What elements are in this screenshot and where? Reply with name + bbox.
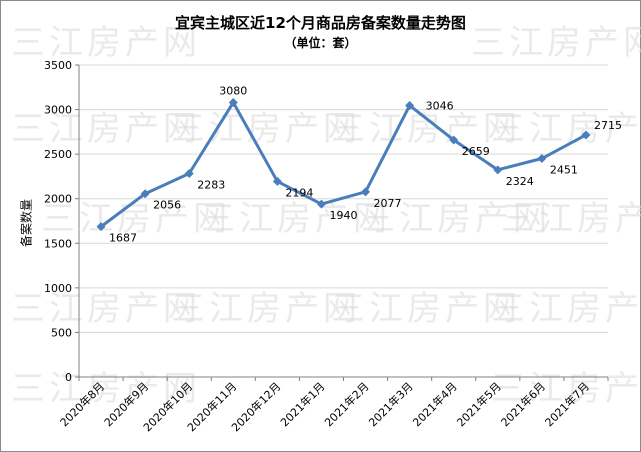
data-label: 2715 bbox=[594, 119, 622, 132]
y-tick-label: 1500 bbox=[44, 237, 72, 250]
data-label: 1687 bbox=[109, 232, 137, 245]
data-point-marker bbox=[537, 154, 547, 164]
y-tick-label: 1000 bbox=[44, 282, 72, 295]
data-label: 2194 bbox=[285, 186, 313, 199]
data-label: 3080 bbox=[219, 84, 247, 97]
data-point-marker bbox=[581, 130, 591, 140]
y-tick-label: 0 bbox=[65, 371, 72, 384]
x-tick-label: 2021年3月 bbox=[366, 379, 416, 429]
x-tick-label: 2021年4月 bbox=[410, 379, 460, 429]
data-label: 3046 bbox=[426, 99, 454, 112]
data-point-marker bbox=[96, 222, 106, 232]
chart-title: 宜宾主城区近12个月商品房备案数量走势图 bbox=[175, 14, 466, 32]
y-tick-label: 3500 bbox=[44, 59, 72, 72]
data-point-marker bbox=[405, 100, 415, 110]
x-tick-label: 2021年2月 bbox=[321, 379, 371, 429]
chart-subtitle: （单位：套） bbox=[284, 36, 357, 50]
data-label: 2283 bbox=[197, 178, 225, 191]
data-label: 1940 bbox=[329, 209, 357, 222]
data-point-marker bbox=[316, 199, 326, 209]
data-point-marker bbox=[228, 97, 238, 107]
data-point-marker bbox=[361, 187, 371, 197]
x-tick-label: 2020年8月 bbox=[57, 379, 107, 429]
data-label: 2451 bbox=[550, 164, 578, 177]
data-point-marker bbox=[493, 165, 503, 175]
series-line bbox=[100, 100, 587, 228]
y-tick-label: 2500 bbox=[44, 148, 72, 161]
x-tick-label: 2021年6月 bbox=[498, 379, 548, 429]
data-label: 2659 bbox=[462, 145, 490, 158]
data-label: 2077 bbox=[374, 197, 402, 210]
y-tick-label: 2000 bbox=[44, 193, 72, 206]
y-tick-label: 3000 bbox=[44, 104, 72, 117]
x-tick-label: 2021年7月 bbox=[542, 379, 592, 429]
data-point-marker bbox=[449, 135, 459, 145]
data-point-marker bbox=[272, 176, 282, 186]
y-tick-label: 500 bbox=[51, 326, 72, 339]
data-point-marker bbox=[184, 168, 194, 178]
x-tick-label: 2021年1月 bbox=[277, 379, 327, 429]
data-label: 2056 bbox=[153, 199, 181, 212]
data-point-marker bbox=[140, 189, 150, 199]
x-tick-label: 2021年5月 bbox=[454, 379, 504, 429]
data-label: 2324 bbox=[506, 175, 534, 188]
